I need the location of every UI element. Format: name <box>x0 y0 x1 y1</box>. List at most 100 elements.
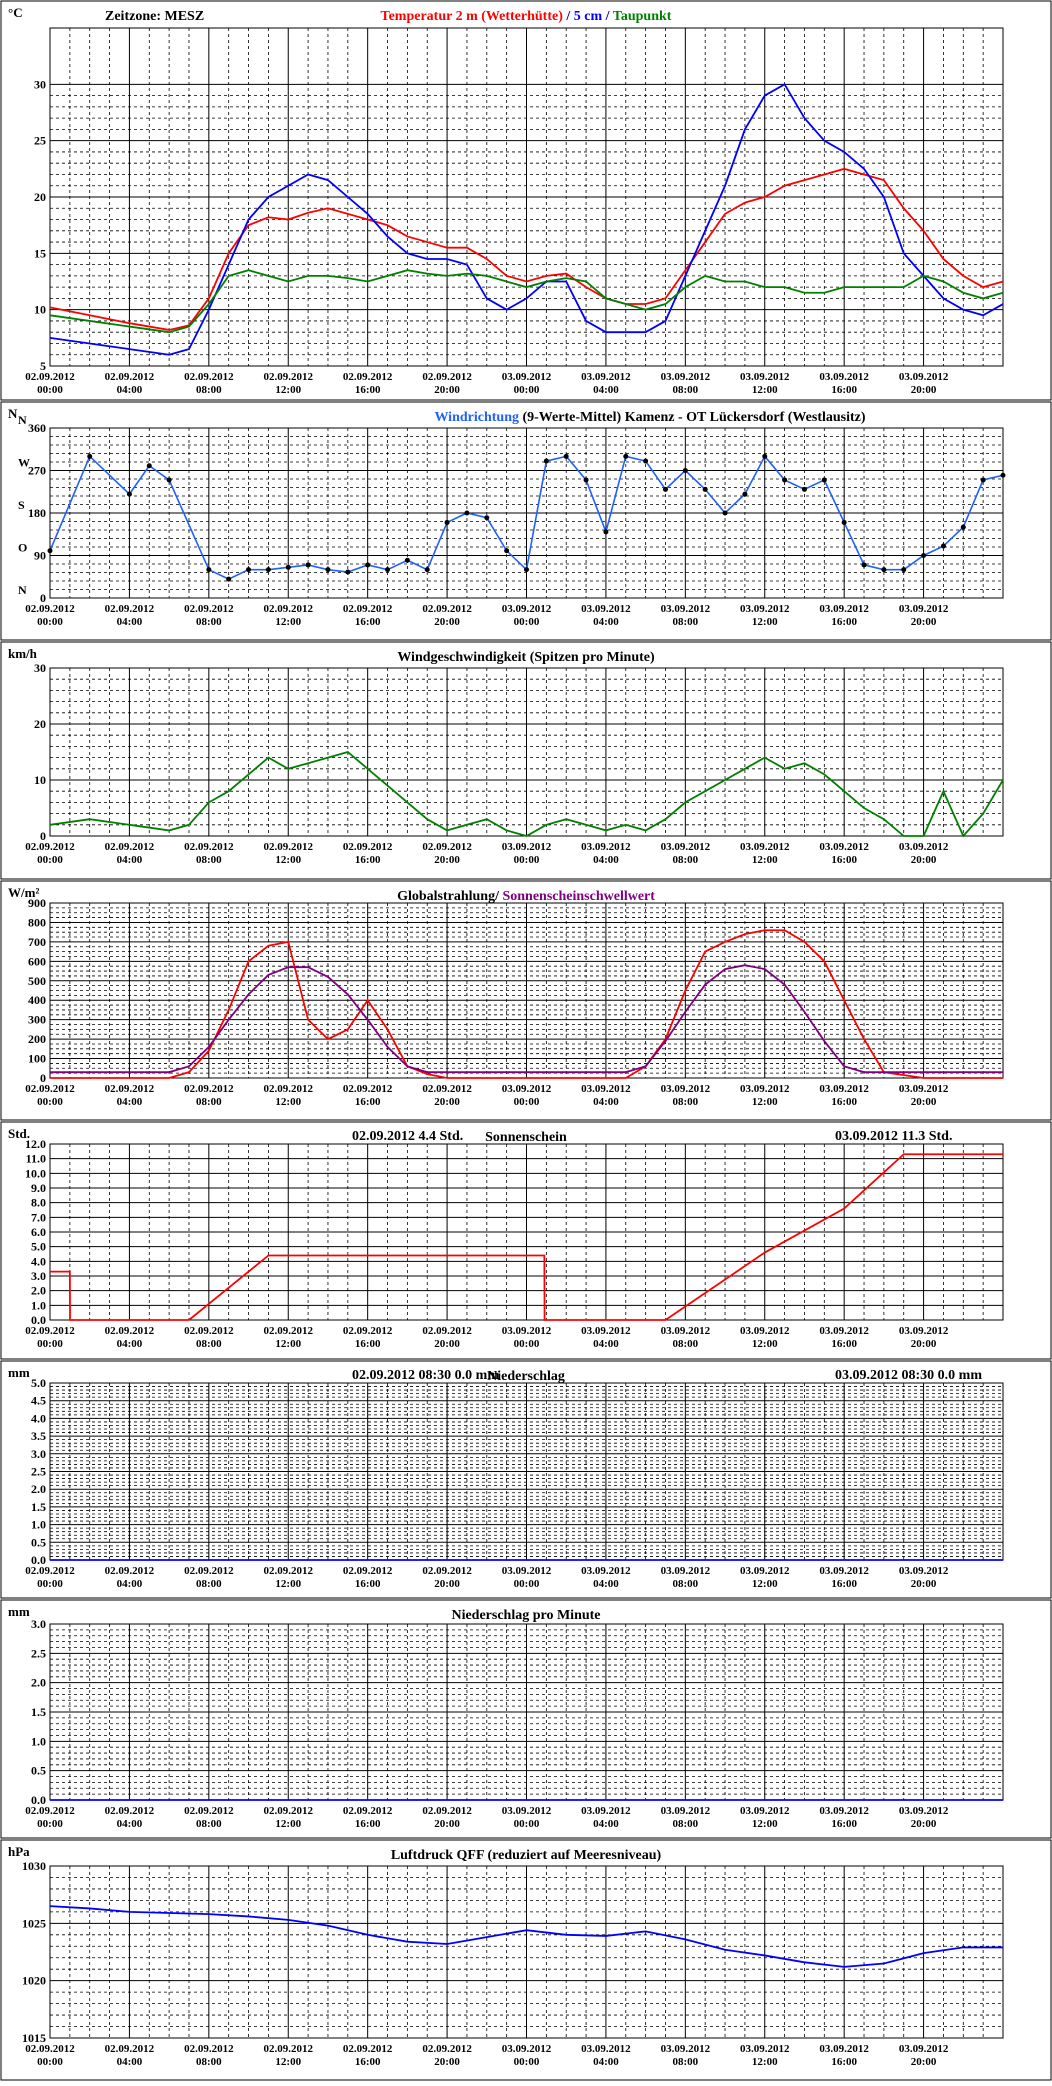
x-tick-time: 00:00 <box>37 1096 63 1108</box>
x-tick-time: 16:00 <box>831 854 857 866</box>
panel-title-part: Niederschlag <box>487 1369 565 1384</box>
series-line <box>49 751 1004 838</box>
x-tick-date: 03.09.2012 <box>819 1325 869 1337</box>
x-tick-time: 12:00 <box>752 1338 778 1350</box>
axis-unit-label: W/m² <box>8 885 39 900</box>
y-tick-label: 6.0 <box>31 1225 46 1239</box>
direction-label: S <box>18 498 25 512</box>
data-point <box>305 562 311 568</box>
x-tick-date: 03.09.2012 <box>581 603 631 615</box>
panel-title: Windrichtung (9-Werte-Mittel) Kamenz - O… <box>434 410 865 425</box>
x-tick-time: 04:00 <box>117 1338 143 1350</box>
data-point <box>960 524 966 530</box>
data-point <box>325 567 331 573</box>
y-tick-label: 1.0 <box>31 1518 46 1532</box>
data-point <box>742 491 748 497</box>
y-tick-label: 1.0 <box>31 1298 46 1312</box>
data-point <box>246 567 252 573</box>
direction-label: N <box>18 583 27 597</box>
x-tick-date: 03.09.2012 <box>502 1325 552 1337</box>
y-tick-label: 20 <box>34 717 46 731</box>
x-tick-time: 20:00 <box>911 616 937 628</box>
x-tick-date: 02.09.2012 <box>264 603 314 615</box>
x-tick-time: 04:00 <box>117 1818 143 1830</box>
x-tick-time: 04:00 <box>593 616 619 628</box>
y-tick-label: 15 <box>34 246 46 260</box>
y-tick-label: 0 <box>40 1071 46 1085</box>
series-line <box>49 83 1004 356</box>
data-point <box>603 529 609 535</box>
y-tick-label: 8.0 <box>31 1196 46 1210</box>
series-line <box>49 167 1004 331</box>
y-tick-label: 2.0 <box>31 1482 46 1496</box>
x-tick-time: 16:00 <box>831 2056 857 2068</box>
y-tick-label: 360 <box>28 421 46 435</box>
y-tick-label: 9.0 <box>31 1181 46 1195</box>
series-line <box>49 269 1004 334</box>
y-tick-label: 1030 <box>22 1859 46 1873</box>
x-tick-time: 00:00 <box>514 854 540 866</box>
x-tick-time: 08:00 <box>672 384 698 396</box>
y-tick-label: 4.5 <box>31 1394 46 1408</box>
axis-unit-label: °C <box>8 5 23 20</box>
y-tick-label: 30 <box>34 661 46 675</box>
y-tick-label: 25 <box>34 134 46 148</box>
x-tick-date: 03.09.2012 <box>502 1565 552 1577</box>
direction-label: W <box>18 456 30 470</box>
x-tick-date: 02.09.2012 <box>25 371 75 383</box>
x-tick-time: 00:00 <box>514 1818 540 1830</box>
x-tick-date: 02.09.2012 <box>264 371 314 383</box>
x-tick-date: 03.09.2012 <box>899 1083 949 1095</box>
x-tick-date: 03.09.2012 <box>740 2043 790 2055</box>
x-tick-time: 00:00 <box>37 616 63 628</box>
x-tick-time: 20:00 <box>434 854 460 866</box>
x-tick-time: 00:00 <box>37 1818 63 1830</box>
x-tick-time: 12:00 <box>752 384 778 396</box>
data-point <box>782 477 788 483</box>
x-tick-date: 02.09.2012 <box>264 1565 314 1577</box>
x-tick-time: 20:00 <box>911 1096 937 1108</box>
x-tick-date: 02.09.2012 <box>105 1083 155 1095</box>
x-tick-date: 03.09.2012 <box>661 2043 711 2055</box>
y-tick-label: 1.5 <box>31 1500 46 1514</box>
x-tick-time: 00:00 <box>514 1096 540 1108</box>
data-point <box>404 557 410 563</box>
x-tick-date: 02.09.2012 <box>422 2043 472 2055</box>
panel-title-part: Taupunkt <box>613 9 672 24</box>
x-tick-time: 16:00 <box>355 854 381 866</box>
data-point <box>47 548 53 554</box>
data-point <box>424 567 430 573</box>
x-tick-time: 20:00 <box>434 1096 460 1108</box>
panel-wind_speed: 010203002.09.201200:0002.09.201204:0002.… <box>0 641 1052 880</box>
data-point <box>940 543 946 549</box>
x-tick-time: 08:00 <box>196 854 222 866</box>
y-tick-label: 1025 <box>22 1916 46 1930</box>
x-tick-date: 03.09.2012 <box>899 371 949 383</box>
x-tick-date: 02.09.2012 <box>25 1565 75 1577</box>
x-tick-date: 03.09.2012 <box>661 841 711 853</box>
x-tick-date: 03.09.2012 <box>899 1325 949 1337</box>
panel-sunshine: 0.01.02.03.04.05.06.07.08.09.010.011.012… <box>0 1121 1052 1360</box>
data-point <box>464 510 470 516</box>
